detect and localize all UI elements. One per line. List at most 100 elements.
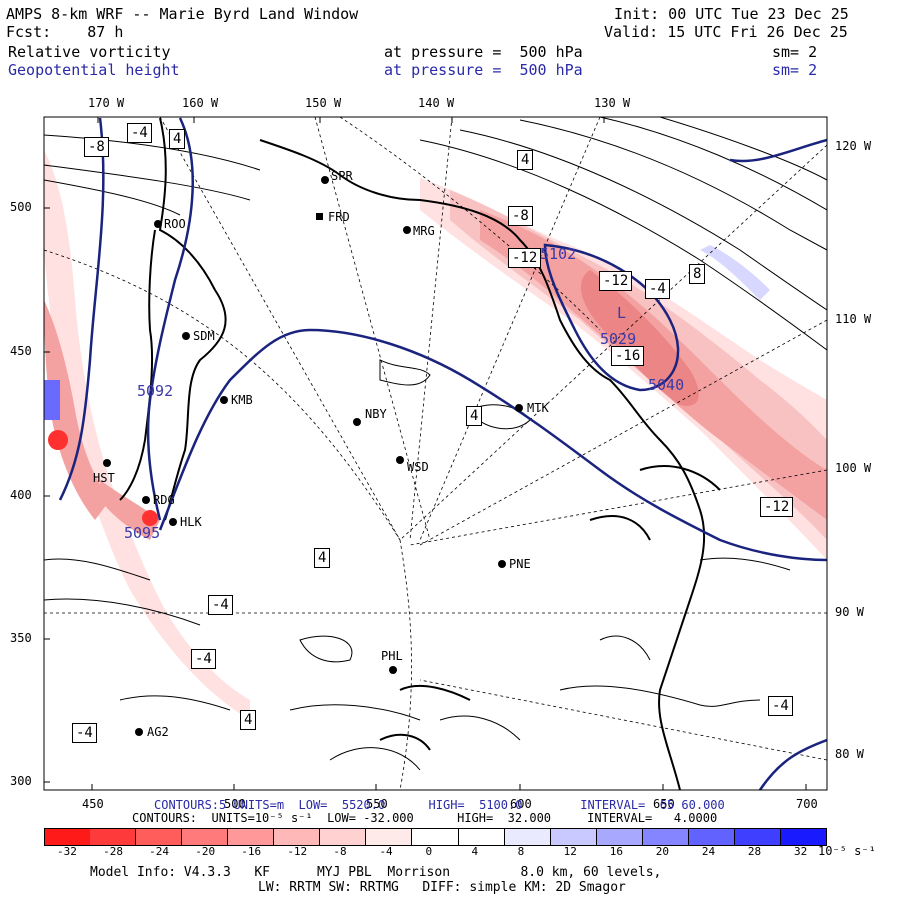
left-y-label: 500 [10, 200, 32, 214]
left-y-label: 400 [10, 488, 32, 502]
station-label-spr: SPR [331, 169, 353, 183]
colorbar-swatch [136, 828, 183, 846]
station-dot [103, 459, 111, 467]
colorbar-label: 28 [747, 845, 762, 858]
station-label-pne: PNE [509, 557, 531, 571]
station-label-hlk: HLK [180, 515, 202, 529]
station-label-wsd: WSD [407, 460, 429, 474]
bottom-x-label: 450 [82, 797, 104, 811]
station-dot [154, 220, 162, 228]
map-background [44, 117, 827, 790]
colorbar-swatch [734, 828, 781, 846]
contour-label: 4 [517, 150, 534, 170]
colorbar-swatch [44, 828, 92, 846]
bottom-x-label: 650 [653, 797, 675, 811]
colorbar-swatch [504, 828, 551, 846]
station-dot [498, 560, 506, 568]
colorbar-label: 8 [517, 845, 525, 858]
contour-label: -8 [508, 206, 533, 226]
left-y-label: 450 [10, 344, 32, 358]
valid-time: Valid: 15 UTC Fri 26 Dec 25 [604, 23, 848, 41]
colorbar-swatch [412, 828, 459, 846]
contour-label: -4 [191, 649, 216, 669]
contour-label: 4 [466, 406, 483, 426]
colorbar-units: 10⁻⁵ s⁻¹ [818, 844, 876, 858]
vorticity-contour-info: CONTOURS: UNITS=10⁻⁵ s⁻¹ LOW= -32.000 HI… [132, 811, 718, 825]
station-dot [515, 404, 523, 412]
top-lon-label: 150 W [305, 96, 342, 110]
axis-ticks [44, 117, 807, 790]
bottom-x-label: 700 [796, 797, 818, 811]
colorbar-swatch [688, 828, 735, 846]
contour-label: -4 [645, 279, 670, 299]
bottom-x-label: 550 [366, 797, 388, 811]
contour-label: -4 [768, 696, 793, 716]
colorbar-label: -24 [149, 845, 170, 858]
colorbar-label: -8 [333, 845, 347, 858]
colorbar-swatch [274, 828, 321, 846]
coastline [119, 117, 721, 790]
colorbar-label: -32 [57, 845, 77, 858]
colorbar-label: 24 [701, 845, 716, 858]
right-lon-label: 100 W [835, 461, 872, 475]
colorbar-swatch [642, 828, 689, 846]
station-dot [182, 332, 190, 340]
field1-name: Relative vorticity [8, 43, 171, 61]
contour-label: -12 [508, 248, 542, 268]
station-dot [353, 418, 361, 426]
right-lon-label: 90 W [835, 605, 864, 619]
colorbar-label: -12 [287, 845, 308, 858]
colorbar-label: 4 [471, 845, 479, 858]
colorbar-label: -4 [379, 845, 393, 858]
contour-label: -12 [760, 497, 794, 517]
colorbar-swatch [228, 828, 275, 846]
right-lon-label: 80 W [835, 747, 864, 761]
contour-label: -4 [127, 123, 152, 143]
contour-label: -4 [72, 723, 97, 743]
colorbar-swatch [458, 828, 505, 846]
top-lon-label: 170 W [88, 96, 125, 110]
station-label-nby: NBY [365, 407, 387, 421]
station-label-roo: ROO [164, 217, 186, 231]
model-info-2: LW: RRTM SW: RRTMG DIFF: simple KM: 2D S… [258, 880, 626, 895]
station-label-hst: HST [93, 471, 115, 485]
graticule [44, 117, 827, 790]
low-center-value: 5029 [600, 330, 637, 348]
contour-label: -16 [611, 346, 645, 366]
station-dot [169, 518, 177, 526]
low-pressure-marker: L [617, 304, 627, 322]
colorbar-label: 32 [793, 845, 808, 858]
contour-label: -8 [84, 137, 109, 157]
station-dot [403, 226, 411, 234]
bottom-x-label: 600 [510, 797, 532, 811]
station-dot [220, 396, 228, 404]
station-dot [316, 213, 323, 220]
colorbar-swatch [90, 828, 137, 846]
colorbar-label: 0 [425, 845, 433, 858]
model-info: Model Info: V4.3.3 KF MYJ PBL Morrison 8… [90, 865, 662, 880]
contour-label: 4 [240, 710, 257, 730]
field2-name: Geopotential height [8, 61, 180, 79]
field1-level: at pressure = 500 hPa [384, 43, 583, 61]
colorbar-label: -28 [103, 845, 123, 858]
vorticity-contours [44, 117, 827, 771]
left-y-label: 300 [10, 774, 32, 788]
bottom-x-label: 500 [224, 797, 246, 811]
field2-level: at pressure = 500 hPa [384, 61, 583, 79]
station-dot [321, 176, 329, 184]
colorbar-label: -16 [241, 845, 262, 858]
station-label-phl: PHL [381, 649, 403, 663]
station-label-mrg: MRG [413, 224, 435, 238]
station-label-frd: FRD [328, 210, 350, 224]
colorbar-label: 16 [609, 845, 623, 858]
colorbar-swatch [550, 828, 597, 846]
station-label-mtk: MTK [527, 401, 549, 415]
station-dot [135, 728, 143, 736]
height-contour-label: 5092 [137, 382, 174, 400]
station-dot [389, 666, 397, 674]
colorbar-label: 12 [563, 845, 577, 858]
colorbar: -32 -28 -24 -20 -16 -12 -8 -4 0 4 8 12 16 20 24 28 32 [44, 0, 827, 900]
forecast-hour: Fcst: 87 h [6, 23, 124, 41]
colorbar-label: -20 [195, 845, 216, 858]
